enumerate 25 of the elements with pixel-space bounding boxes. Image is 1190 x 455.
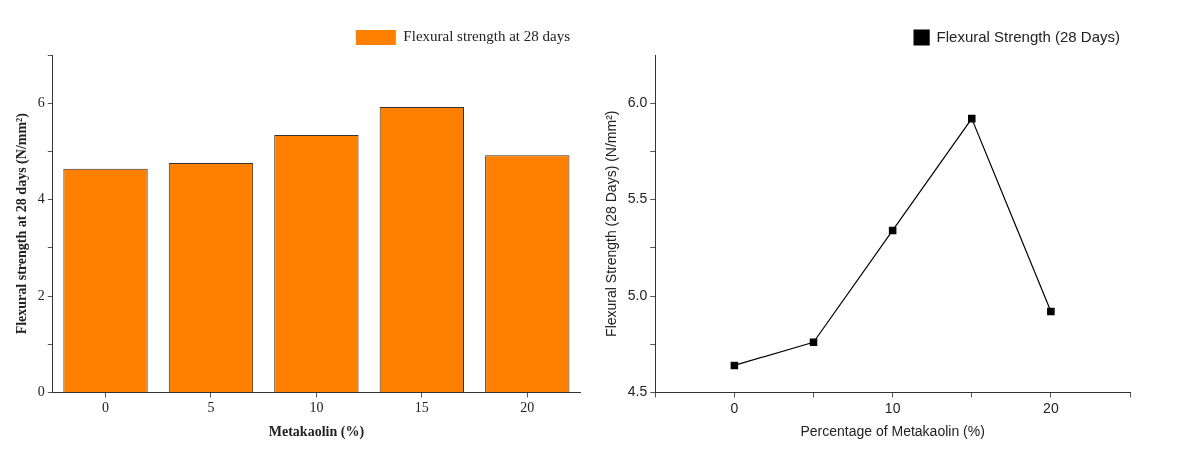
y-axis-title: Flexural Strength (28 Days) (N/mm²) — [603, 110, 620, 337]
point — [1047, 307, 1055, 316]
x-tick-label: 20 — [520, 400, 535, 416]
y-tick-label: 5.5 — [627, 190, 648, 207]
point — [967, 114, 976, 123]
y-tick-label: 4 — [37, 191, 45, 207]
x-axis-title: Percentage of Metakaolin (%) — [800, 423, 985, 440]
x-tick-label: 10 — [309, 400, 324, 416]
legend-label: Flexural strength at 28 days — [403, 28, 571, 45]
y-tick-label: 6 — [37, 94, 45, 110]
point — [809, 338, 818, 347]
x-tick-label: 15 — [414, 400, 429, 416]
x-tick-label: 5 — [207, 400, 215, 416]
x-axis-title: Metakaolin (%) — [268, 424, 365, 441]
x-tick-label: 0 — [102, 400, 110, 416]
y-tick-label: 5.0 — [627, 286, 648, 303]
y-tick-label: 6.0 — [627, 94, 648, 111]
legend-label: Flexural Strength (28 Days) — [936, 27, 1120, 45]
x-tick-label: 0 — [730, 399, 739, 416]
x-tick-label: 10 — [884, 399, 901, 416]
y-tick-label: 0 — [37, 384, 45, 400]
y-tick-label: 2 — [37, 287, 45, 303]
y-axis-title: Flexural strength at 28 days (N/mm²) — [14, 112, 31, 335]
x-tick-label: 20 — [1043, 399, 1059, 416]
y-tick-label: 4.5 — [627, 383, 648, 400]
